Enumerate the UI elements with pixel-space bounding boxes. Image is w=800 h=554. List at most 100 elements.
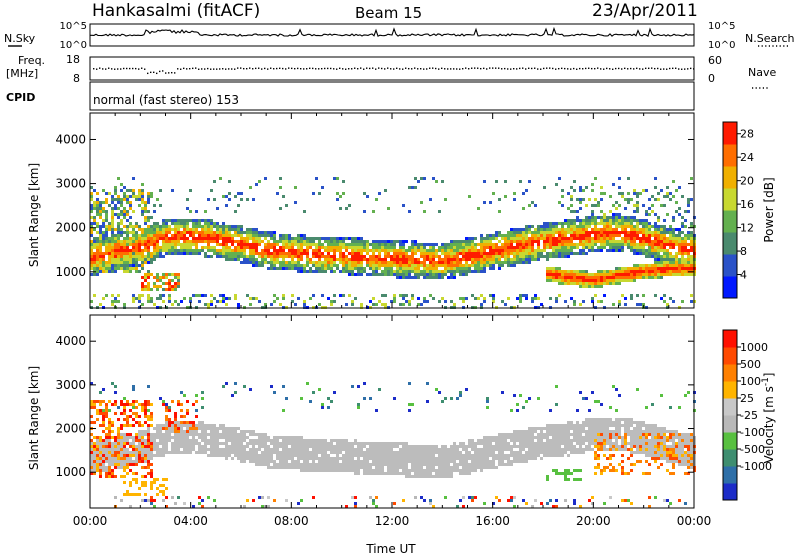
power-cell [171,240,174,243]
power-cell [402,252,405,255]
velocity-cell [129,424,132,427]
power-cell [687,231,690,234]
power-cell [207,255,210,258]
power-cell [165,288,168,291]
power-cell [117,300,120,303]
power-cell [465,240,468,243]
velocity-cell [408,445,411,448]
power-cell [567,279,570,282]
velocity-cell [234,451,237,454]
velocity-cell [93,400,96,403]
velocity-cell [366,469,369,472]
velocity-cell [339,457,342,460]
power-cell [420,303,423,306]
power-cell [648,228,651,231]
power-cell [285,240,288,243]
velocity-cell [141,451,144,454]
freq-point [105,68,107,70]
power-cell [150,195,153,198]
power-cell [648,252,651,255]
velocity-cell [105,406,108,409]
power-cell [123,186,126,189]
velocity-cell [399,442,402,445]
power-cell [162,225,165,228]
power-cell [453,273,456,276]
power-cell [156,279,159,282]
freq-point [285,68,287,70]
power-cell [591,204,594,207]
velocity-cell [237,442,240,445]
power-cell [267,255,270,258]
velocity-cell [267,454,270,457]
power-cell [309,246,312,249]
power-cell [618,282,621,285]
velocity-cell [102,454,105,457]
power-cell [210,234,213,237]
power-cell [246,294,249,297]
power-cell [552,267,555,270]
power-cell [420,249,423,252]
power-cell [102,225,105,228]
power-cell [642,267,645,270]
power-cell [180,237,183,240]
power-cell [273,255,276,258]
power-cell [147,255,150,258]
velocity-cell [129,451,132,454]
power-cell [474,297,477,300]
power-cell [210,249,213,252]
power-cell [444,258,447,261]
power-cell [528,252,531,255]
power-cell [531,234,534,237]
power-cell [315,252,318,255]
power-cell [363,240,366,243]
velocity-cell [378,445,381,448]
power-cell [564,270,567,273]
power-cell [300,240,303,243]
power-cell [603,231,606,234]
power-cell [513,192,516,195]
power-cell [273,300,276,303]
velocity-cell [96,439,99,442]
power-cell [219,225,222,228]
power-cell [375,246,378,249]
velocity-cell [123,457,126,460]
velocity-cell [105,448,108,451]
velocity-cell [120,466,123,469]
power-cell [669,234,672,237]
power-cell [237,231,240,234]
velocity-cell [204,430,207,433]
velocity-cell [144,421,147,424]
power-cell [168,273,171,276]
power-cell [354,249,357,252]
power-cell [111,294,114,297]
power-cell [147,285,150,288]
velocity-cell [201,448,204,451]
velocity-cell [285,466,288,469]
power-cell [576,231,579,234]
power-cell [354,267,357,270]
velocity-cell [258,436,261,439]
power-cell [213,237,216,240]
power-cell [468,237,471,240]
power-cell [174,288,177,291]
power-cell [663,225,666,228]
freq-point [393,68,395,70]
power-cell [639,228,642,231]
power-cell [525,252,528,255]
velocity-cell [426,469,429,472]
velocity-cell [108,442,111,445]
power-cell [279,234,282,237]
velocity-cell [252,442,255,445]
velocity-cell [195,415,198,418]
freq-point [102,68,104,70]
power-cell [324,255,327,258]
power-cell [294,249,297,252]
power-cell [303,300,306,303]
power-cell [600,186,603,189]
power-cell [345,255,348,258]
velocity-cell [408,409,411,412]
velocity-cell [204,451,207,454]
power-cell [543,255,546,258]
power-cell [663,252,666,255]
velocity-cell [162,436,165,439]
